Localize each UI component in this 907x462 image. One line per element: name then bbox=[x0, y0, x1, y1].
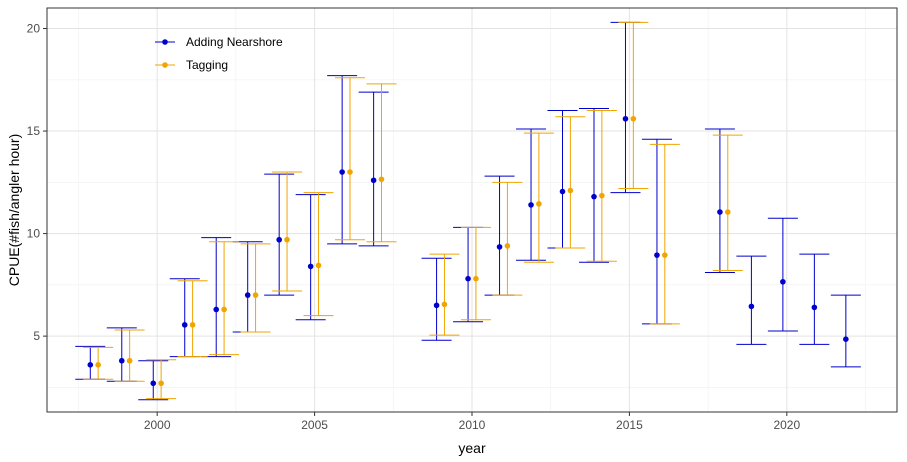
data-point bbox=[599, 192, 605, 199]
legend-key-point bbox=[162, 39, 168, 45]
data-point bbox=[244, 292, 251, 298]
legend-key-point bbox=[162, 62, 168, 68]
y-tick-label: 10 bbox=[27, 227, 41, 241]
data-point bbox=[441, 301, 448, 308]
x-axis-title: year bbox=[458, 440, 486, 456]
data-point bbox=[717, 209, 723, 215]
legend-item: Tagging bbox=[155, 58, 228, 72]
y-axis-title: CPUE(#fish/angler hour) bbox=[6, 134, 22, 287]
data-point bbox=[630, 115, 637, 122]
data-point bbox=[724, 209, 731, 215]
y-tick-label: 20 bbox=[27, 22, 41, 36]
data-point bbox=[528, 202, 534, 208]
data-point bbox=[126, 357, 133, 364]
series-tagging bbox=[83, 21, 743, 400]
x-tick-label: 2020 bbox=[773, 418, 800, 432]
data-point bbox=[252, 292, 259, 298]
x-tick-label: 2000 bbox=[144, 418, 171, 432]
legend-label: Adding Nearshore bbox=[186, 35, 283, 49]
data-point bbox=[307, 263, 314, 270]
data-point bbox=[339, 169, 345, 175]
data-point bbox=[662, 252, 668, 258]
grid-major bbox=[47, 8, 897, 412]
data-point bbox=[843, 336, 849, 342]
data-point bbox=[433, 302, 440, 309]
data-point bbox=[284, 236, 290, 243]
data-point bbox=[95, 362, 101, 368]
data-point bbox=[622, 115, 629, 122]
data-point bbox=[748, 303, 755, 310]
legend-label: Tagging bbox=[186, 58, 228, 72]
data-point bbox=[118, 357, 125, 364]
legend-item: Adding Nearshore bbox=[155, 35, 283, 49]
data-point bbox=[591, 193, 597, 200]
data-point bbox=[87, 362, 94, 368]
data-point bbox=[189, 322, 196, 328]
data-point bbox=[654, 252, 660, 258]
series-layer bbox=[75, 21, 861, 401]
y-tick-label: 15 bbox=[27, 124, 41, 138]
data-point bbox=[559, 188, 566, 195]
data-point bbox=[378, 176, 385, 183]
legend: Adding Nearshore Tagging bbox=[155, 35, 283, 72]
data-point bbox=[213, 306, 220, 313]
data-point bbox=[536, 201, 542, 207]
data-point bbox=[181, 322, 188, 328]
data-point bbox=[496, 244, 503, 250]
data-point bbox=[150, 380, 157, 387]
data-point bbox=[567, 187, 574, 194]
data-point bbox=[221, 306, 227, 313]
y-axis-ticks: 5 10 15 20 bbox=[27, 22, 47, 343]
data-point bbox=[347, 169, 353, 175]
data-point bbox=[276, 236, 282, 243]
data-point bbox=[780, 278, 786, 285]
data-point bbox=[158, 380, 164, 387]
data-point bbox=[504, 243, 511, 249]
x-tick-label: 2015 bbox=[616, 418, 643, 432]
data-point bbox=[315, 262, 322, 269]
y-tick-label: 5 bbox=[33, 329, 40, 343]
x-tick-label: 2010 bbox=[459, 418, 486, 432]
data-point bbox=[473, 275, 479, 282]
x-axis-ticks: 2000 2005 2010 2015 2020 bbox=[144, 412, 800, 432]
x-tick-label: 2005 bbox=[301, 418, 328, 432]
data-point bbox=[811, 304, 818, 311]
data-point bbox=[370, 177, 377, 184]
data-point bbox=[465, 275, 471, 282]
series-adding-nearshore bbox=[75, 21, 861, 401]
